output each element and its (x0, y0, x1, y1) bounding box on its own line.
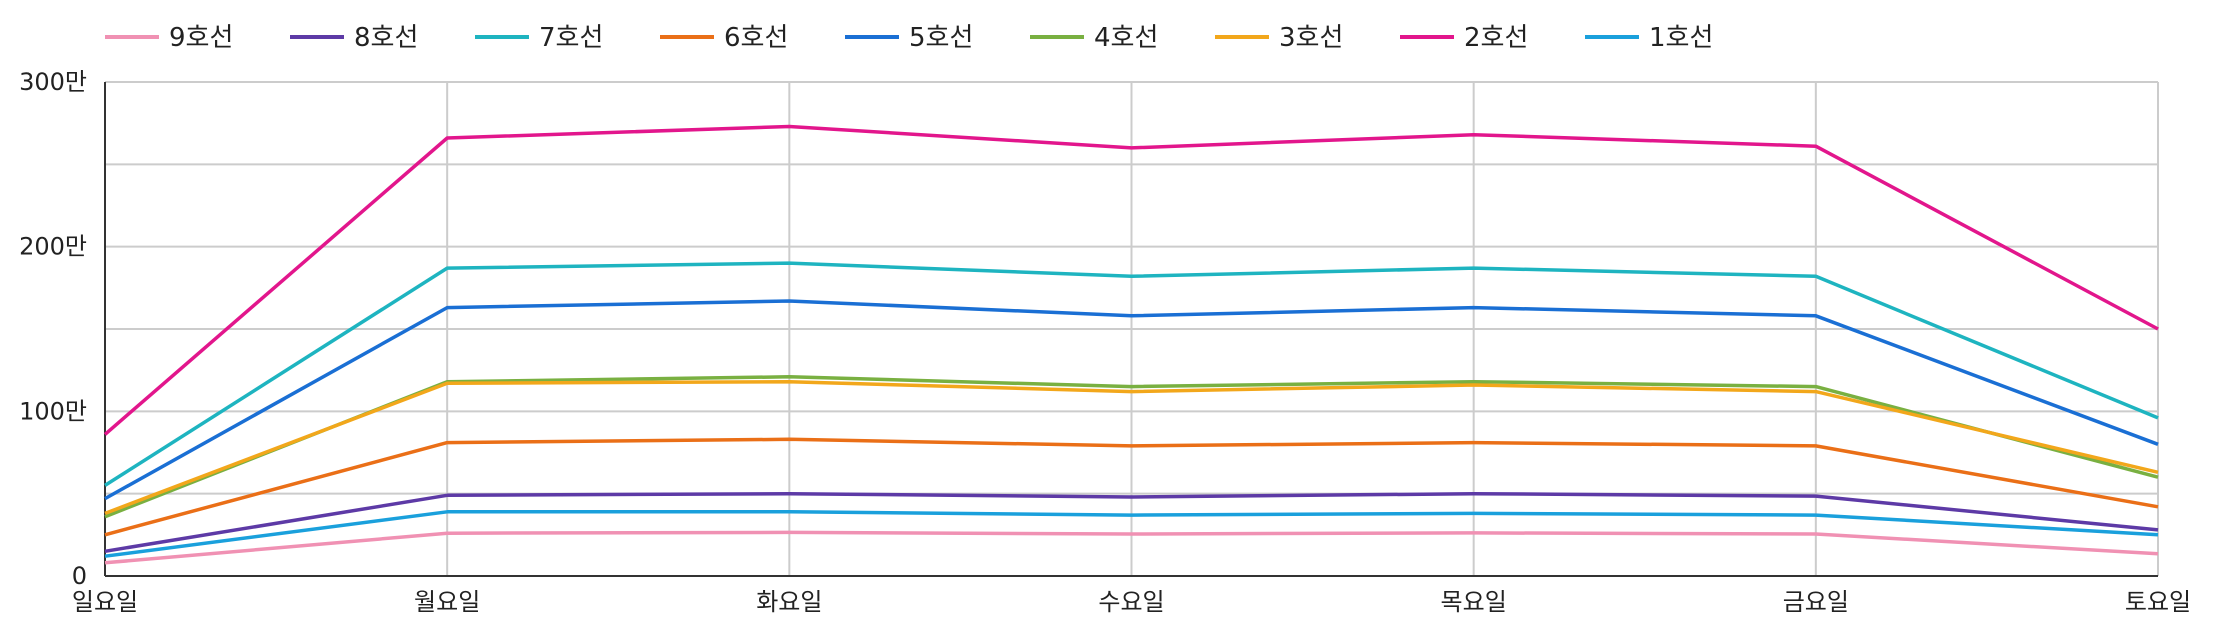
legend-label: 5호선 (909, 23, 973, 53)
grid (105, 81, 2159, 576)
y-tick-label: 0 (72, 562, 87, 590)
x-tick-label: 월요일 (414, 588, 480, 616)
series-line (103, 124, 2159, 436)
y-tick-label: 100만 (19, 397, 87, 425)
legend-label: 9호선 (169, 23, 233, 53)
legend-label: 3호선 (1279, 23, 1343, 53)
y-tick-label: 300만 (19, 68, 87, 96)
x-tick-label: 화요일 (756, 588, 822, 616)
legend-item[interactable]: 3호선 (1215, 23, 1343, 53)
legend-item[interactable]: 7호선 (475, 23, 603, 53)
legend-item[interactable]: 1호선 (1585, 23, 1713, 53)
series-line (104, 299, 2159, 501)
legend-label: 4호선 (1094, 23, 1158, 53)
x-tick-label: 토요일 (2125, 588, 2191, 616)
legend-label: 6호선 (724, 23, 788, 53)
legend-item[interactable]: 9호선 (105, 23, 233, 53)
legend-label: 7호선 (539, 23, 603, 53)
legend-item[interactable]: 6호선 (660, 23, 788, 53)
legend-item[interactable]: 5호선 (845, 23, 973, 53)
legend-label: 2호선 (1464, 23, 1528, 53)
legend-item[interactable]: 8호선 (290, 23, 418, 53)
x-tick-label: 수요일 (1098, 588, 1164, 616)
series-line (104, 530, 2159, 565)
y-tick-label: 200만 (19, 233, 87, 261)
legend-item[interactable]: 4호선 (1030, 23, 1158, 53)
legend: 9호선 8호선 7호선 6호선 5호선 4호선 3호선 2호선 1호선 (105, 23, 1713, 53)
x-tick-label: 일요일 (72, 588, 138, 616)
legend-label: 8호선 (354, 23, 418, 53)
legend-item[interactable]: 2호선 (1400, 23, 1528, 53)
x-tick-label: 목요일 (1441, 588, 1507, 616)
legend-label: 1호선 (1649, 23, 1713, 53)
series-line (104, 437, 2159, 537)
series-line (104, 261, 2159, 487)
series-lines (103, 124, 2159, 565)
x-tick-label: 금요일 (1783, 588, 1849, 616)
series-line (104, 491, 2159, 554)
series-line (104, 510, 2159, 558)
series-line (104, 379, 2159, 516)
